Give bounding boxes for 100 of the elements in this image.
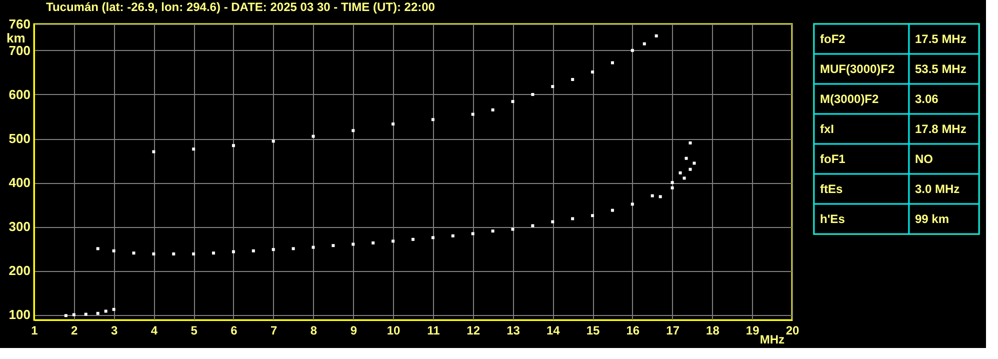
point — [332, 244, 335, 248]
point — [670, 181, 674, 184]
text: fxI — [820, 122, 834, 136]
point — [84, 312, 88, 316]
x-tick-label: 13 — [506, 324, 520, 338]
point — [451, 234, 454, 238]
point — [252, 249, 255, 252]
point — [132, 252, 136, 255]
point — [104, 310, 108, 313]
text: 3.06 — [915, 92, 939, 106]
point — [232, 250, 235, 254]
text: 53.5 MHz — [915, 62, 966, 76]
point — [678, 171, 682, 174]
y-tick-label: 100 — [8, 307, 30, 322]
point — [692, 162, 696, 165]
point — [684, 156, 688, 160]
x-axis-title: MHz — [760, 332, 784, 346]
point — [642, 42, 646, 46]
point — [352, 242, 355, 246]
point — [688, 141, 692, 144]
x-tick-label: 3 — [110, 324, 118, 338]
point — [688, 168, 692, 171]
point — [372, 241, 375, 244]
point — [96, 312, 100, 315]
point — [272, 248, 275, 252]
point — [431, 118, 434, 122]
x-tick-label: 9 — [350, 324, 358, 338]
text: MUF(3000)F2 — [820, 62, 896, 76]
x-tick-label: 15 — [586, 324, 600, 338]
chart-title: Tucumán (lat: -26.9, lon: 294.6) - DATE: 2025 03 30 - TIME (UT): 22:00 — [46, 0, 436, 14]
point — [630, 202, 634, 206]
x-tick-label: 16 — [626, 324, 640, 338]
x-tick-label: 20 — [786, 324, 800, 338]
point — [431, 236, 434, 240]
point — [72, 313, 76, 316]
x-tick-label: 1 — [31, 324, 38, 338]
x-tick-label: 8 — [310, 324, 318, 338]
point — [571, 78, 574, 81]
point — [192, 252, 196, 256]
text: foF1 — [820, 152, 846, 166]
point — [571, 217, 574, 220]
point — [682, 176, 686, 180]
x-tick-label: 2 — [71, 324, 78, 338]
x-tick-label: 10 — [386, 324, 401, 338]
point — [591, 214, 594, 218]
point — [630, 48, 634, 52]
point — [610, 61, 614, 64]
x-tick-label: 18 — [706, 324, 720, 338]
y-tick-label: 760 — [8, 16, 30, 32]
x-tick-label: 4 — [150, 324, 158, 338]
y-tick-label: 600 — [8, 86, 30, 102]
point — [392, 122, 395, 126]
point — [64, 314, 68, 318]
point — [96, 247, 100, 250]
text: h'Es — [820, 212, 846, 226]
x-tick-label: 12 — [466, 324, 480, 338]
point — [232, 144, 235, 148]
text: 3.0 MHz — [915, 182, 960, 196]
point — [531, 224, 534, 228]
y-tick-label: 700 — [8, 42, 30, 58]
point — [272, 140, 275, 143]
point — [670, 186, 674, 190]
point — [312, 134, 315, 138]
point — [112, 249, 116, 252]
point — [610, 208, 614, 212]
point — [471, 112, 474, 116]
point — [152, 150, 156, 154]
x-tick-label: 7 — [270, 324, 278, 338]
point — [212, 252, 216, 255]
point — [292, 247, 295, 250]
point — [152, 252, 156, 256]
x-tick-label: 17 — [666, 324, 680, 338]
point — [112, 308, 116, 311]
point — [491, 108, 494, 112]
point — [511, 100, 514, 104]
point — [471, 232, 474, 236]
text: 17.8 MHz — [915, 122, 966, 136]
x-tick-label: 5 — [190, 324, 198, 338]
y-tick-label: 500 — [8, 131, 30, 146]
y-tick-label: 400 — [8, 175, 30, 190]
point — [511, 228, 514, 231]
text: 17.5 MHz — [915, 32, 966, 46]
point — [551, 85, 554, 88]
point — [491, 230, 494, 233]
point — [312, 246, 315, 249]
point — [650, 194, 654, 198]
point — [658, 195, 662, 198]
x-tick-label: 6 — [230, 324, 238, 338]
x-tick-label: 14 — [546, 324, 560, 338]
x-tick-label: 19 — [746, 324, 760, 338]
y-tick-label: 200 — [8, 263, 30, 278]
point — [172, 252, 176, 256]
text: foF2 — [820, 32, 846, 46]
point — [591, 70, 594, 74]
y-tick-label: 300 — [8, 219, 30, 234]
y-axis-title: km — [6, 30, 26, 46]
text: 99 km — [915, 212, 950, 226]
text: M(3000)F2 — [820, 92, 880, 106]
point — [192, 148, 196, 151]
point — [412, 238, 414, 241]
